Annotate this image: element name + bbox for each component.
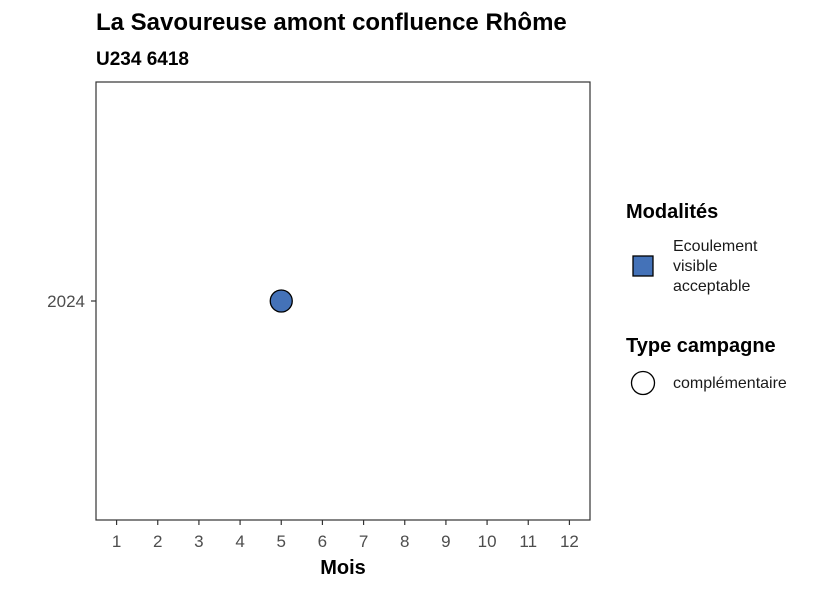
x-tick-label: 9 [441,532,450,551]
legend-title: Type campagne [626,335,776,357]
legend-item-label: Ecoulement [673,238,758,255]
x-axis-label: Mois [320,557,366,579]
x-tick-label: 1 [112,532,121,551]
y-axis: 2024 [47,292,96,311]
x-tick-label: 12 [560,532,579,551]
x-tick-label: 5 [277,532,286,551]
data-point [269,289,293,313]
y-tick-label: 2024 [47,292,85,311]
legend-key-square [632,255,654,277]
x-axis: 1 2 3 4 5 6 7 8 9 10 11 12 [112,520,579,551]
chart-title: La Savoureuse amont confluence Rhôme [96,9,567,36]
legends: Modalités Ecoulement visible acceptable Type… [626,201,787,396]
plot-panel [95,81,591,521]
legend-key-circle [630,370,656,396]
x-tick-label: 4 [235,532,244,551]
x-tick-label: 8 [400,532,409,551]
legend-item-label: visible [673,258,718,275]
x-tick-label: 7 [359,532,368,551]
legend-item-label: complémentaire [673,375,787,392]
x-tick-label: 6 [318,532,327,551]
chart-subtitle: U234 6418 [96,49,189,70]
data-points [269,289,293,313]
x-tick-label: 11 [519,532,537,551]
x-tick-label: 10 [478,532,497,551]
legend-title: Modalités [626,201,718,223]
x-tick-label: 3 [194,532,203,551]
x-tick-label: 2 [153,532,162,551]
legend-item-label: acceptable [673,278,750,295]
